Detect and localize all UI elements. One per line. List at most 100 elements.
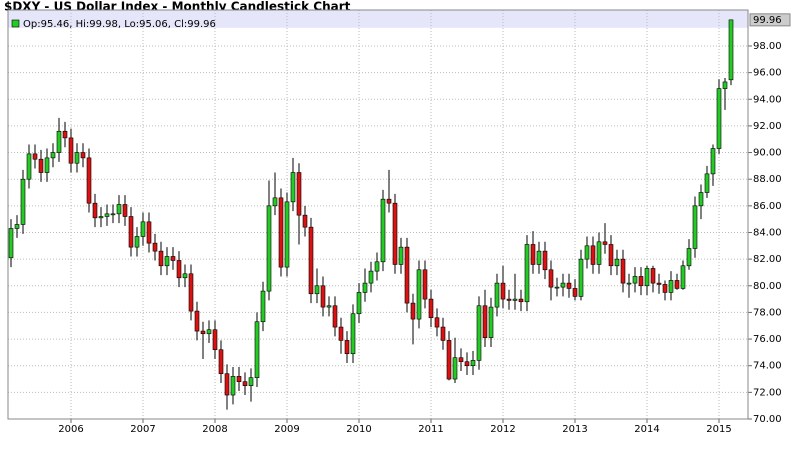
candle-body [248,377,254,386]
candle-body [440,326,446,341]
candle-body [152,242,158,252]
candle-body [386,198,392,204]
candle-body [224,373,230,396]
candle-body [164,256,170,267]
candle-body [458,357,464,363]
candle-body [50,152,56,159]
candle-body [680,265,686,289]
candle-body [308,226,314,295]
x-tick-label: 2013 [562,424,587,435]
candle-body [38,158,44,173]
candle-body [638,276,644,287]
candle-body [44,157,50,173]
candle-body [644,268,650,287]
candle-body [536,250,542,265]
candle-body [176,260,182,279]
candle-body [584,245,590,260]
y-tick-label: 84.00 [753,227,782,238]
candle-body [524,244,530,303]
candle-body [704,173,710,193]
y-tick-label: 88.00 [753,174,782,185]
candle-body [728,19,734,81]
candle-body [602,241,608,245]
candle-body [512,298,518,301]
candle-body [254,321,260,379]
x-tick-label: 2008 [202,424,227,435]
legend-text: Op:95.46, Hi:99.98, Lo:95.06, Cl:99.96 [23,19,216,30]
candle-body [722,81,728,89]
candle-body [650,268,656,284]
candle-body [392,202,398,265]
y-tick-label: 80.00 [753,281,782,292]
x-tick-label: 2015 [706,424,731,435]
candle-body [284,201,290,268]
candle-body [692,205,698,249]
y-tick-label: 72.00 [753,387,782,398]
y-tick-label: 78.00 [753,307,782,318]
x-tick-label: 2014 [634,424,659,435]
candle-body [302,214,308,228]
candle-body [548,269,554,288]
candle-body [92,202,98,219]
candle-body [14,224,20,229]
candle-body [122,204,128,217]
candle-body [170,256,176,261]
candle-body [404,246,410,304]
y-tick-label: 86.00 [753,201,782,212]
candle-body [416,269,422,320]
candle-body [314,285,320,295]
candle-body [494,282,500,308]
candle-body [74,152,80,164]
candle-body [614,258,620,267]
candle-body [656,282,662,285]
last-value-box [749,13,791,27]
y-tick-label: 82.00 [753,254,782,265]
candle-body [128,216,134,248]
candle-body [620,258,626,284]
candle-body [566,282,572,289]
candle-body [452,357,458,380]
y-tick-label: 98.00 [753,41,782,52]
candle-body [134,236,140,248]
candle-body [428,298,434,319]
candle-body [632,276,638,284]
candle-body [194,310,200,332]
legend-swatch [11,19,20,28]
candle-body [32,153,38,160]
candle-body [236,376,242,382]
candle-body [86,157,92,204]
candle-body [296,172,302,216]
candle-body [212,329,218,351]
candle-body [422,269,428,300]
candle-body [98,216,104,219]
candle-body [470,360,476,367]
candle-body [560,282,566,288]
x-tick-label: 2009 [274,424,299,435]
x-tick-label: 2012 [490,424,515,435]
candle-body [488,306,494,339]
candle-body [230,376,236,396]
candle-body [572,288,578,297]
candle-body [464,361,470,367]
y-tick-label: 70.00 [753,414,782,425]
candle-body [272,197,278,207]
candle-body [104,213,110,217]
candle-body [26,153,32,180]
candle-body [380,198,386,263]
candle-body [626,282,632,285]
last-value-label: 99.96 [753,15,782,26]
candle-body [56,130,62,153]
x-tick-label: 2006 [58,424,83,435]
candle-body [260,290,266,323]
last-price-band [8,10,748,28]
candle-body [68,137,74,164]
candle-body [146,221,152,244]
candle-body [446,340,452,380]
candle-body [668,280,674,293]
candle-body [188,273,194,312]
candle-body [278,197,284,268]
candle-body [8,228,14,259]
candle-body [608,244,614,267]
